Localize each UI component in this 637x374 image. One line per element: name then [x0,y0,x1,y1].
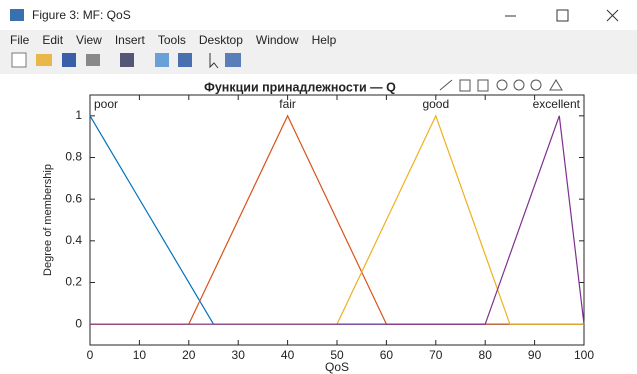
window-icon [10,9,24,21]
mf-label: poor [94,97,118,111]
y-tick-label: 0.4 [65,233,82,247]
x-tick-label: 30 [232,348,246,362]
y-axis-label: Degree of membership [42,164,54,276]
y-tick-label: 1 [75,108,82,122]
menu-item[interactable]: Tools [158,33,186,47]
y-tick-label: 0.6 [65,191,82,205]
x-tick-label: 90 [528,348,542,362]
x-tick-label: 60 [380,348,394,362]
y-tick-label: 0 [75,316,82,330]
menu-item[interactable]: Help [312,33,337,47]
window-title: Figure 3: MF: QoS [32,8,131,22]
y-tick-label: 0.8 [65,150,82,164]
maximize-button[interactable] [556,9,569,22]
menu-item[interactable]: File [10,33,30,47]
x-tick-label: 80 [479,348,493,362]
y-tick-label: 0.2 [65,275,82,289]
toolbar [11,52,241,69]
title-bar [0,0,637,30]
x-tick-label: 40 [281,348,295,362]
x-tick-label: 50 [330,348,344,362]
mf-line [90,115,585,325]
x-tick-label: 100 [574,348,594,362]
close-button[interactable] [606,9,619,22]
menu-item[interactable]: Edit [42,33,63,47]
menu-item[interactable]: Desktop [199,33,243,47]
x-tick-label: 20 [182,348,196,362]
chart-title: Функции принадлежности — Q [204,80,396,94]
mf-label: fair [279,97,296,111]
menu-item[interactable]: Window [256,33,299,47]
x-tick-label: 70 [429,348,443,362]
x-tick-label: 10 [133,348,147,362]
menu-item[interactable]: Insert [115,33,146,47]
x-tick-label: 0 [87,348,94,362]
mf-label: good [422,97,449,111]
menu-item[interactable]: View [76,33,102,47]
x-axis-label: QoS [325,360,349,374]
menu-bar: File Edit View Insert Tools Desktop Window Help [10,33,337,47]
axes-toolbar [439,79,563,92]
mf-label: excellent [533,97,581,111]
